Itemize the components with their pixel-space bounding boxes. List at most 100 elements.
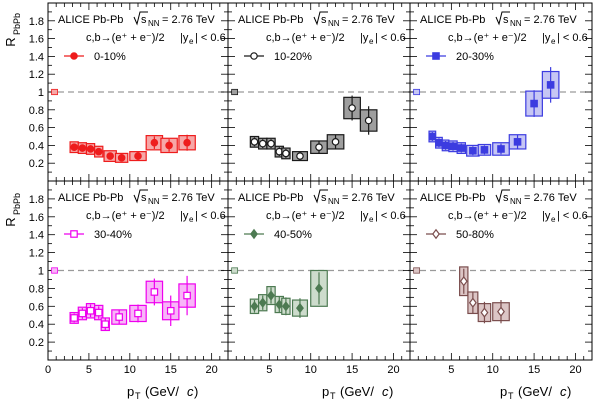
panels-group: 0.20.40.60.811.21.41.61.8 ALICE Pb-Pb s NN =… bbox=[29, 2, 593, 376]
point-marker bbox=[86, 145, 95, 153]
panel-3: ALICE Pb-Pb s NN = 2.76 TeV c,b→(e⁺ + e⁻)/2 |… bbox=[409, 2, 593, 182]
rapidity-label: |y bbox=[180, 210, 189, 222]
energy-sub: NN bbox=[148, 19, 160, 28]
y-tick-label: 1.8 bbox=[29, 16, 44, 28]
x-title-unit: (GeV/ bbox=[340, 384, 374, 399]
data-point bbox=[258, 137, 268, 150]
x-axis-title-right: p T (GeV/ c ) bbox=[500, 384, 571, 401]
data-point bbox=[114, 152, 129, 163]
data-point bbox=[541, 67, 560, 103]
panel-6: 5 10 15 20 ALICE Pb-Pb s NN = 2.76 TeV c,b→(e⁺ +… bbox=[409, 180, 593, 376]
y-tick-label: 1 bbox=[38, 266, 44, 278]
rapidity-value: | < 0.6 bbox=[557, 210, 588, 222]
point-marker bbox=[428, 132, 437, 141]
y-title-main: R bbox=[3, 37, 18, 46]
y-tick-label: 1.2 bbox=[29, 69, 44, 81]
normalization-box bbox=[51, 88, 58, 96]
point-marker bbox=[250, 138, 259, 146]
decay-label: c,b→(e⁺ + e⁻)/2 bbox=[448, 210, 527, 222]
x-tick-label: 10 bbox=[487, 364, 499, 376]
x-tick-label: 20 bbox=[387, 364, 399, 376]
point-marker bbox=[469, 146, 477, 155]
data-point bbox=[281, 147, 291, 160]
point-marker bbox=[94, 147, 103, 156]
decay-label: c,b→(e⁺ + e⁻)/2 bbox=[266, 210, 345, 222]
system-label: ALICE Pb-Pb bbox=[420, 192, 485, 204]
energy-label: s bbox=[321, 192, 327, 204]
rapidity-value: | < 0.6 bbox=[375, 210, 406, 222]
legend-marker bbox=[250, 52, 258, 60]
y-tick-label: 1.4 bbox=[29, 230, 44, 242]
data-point bbox=[145, 278, 164, 306]
data-point bbox=[129, 304, 147, 323]
data-point bbox=[249, 135, 260, 148]
data-point bbox=[359, 106, 378, 135]
data-point bbox=[281, 297, 291, 316]
rapidity-sub: e bbox=[189, 215, 194, 224]
normalization-box bbox=[231, 267, 239, 274]
data-point bbox=[77, 142, 88, 155]
sqrt-symbol bbox=[133, 189, 148, 204]
point-marker bbox=[513, 138, 522, 146]
legend-label: 10-20% bbox=[274, 51, 312, 63]
x-tick-label: 15 bbox=[165, 364, 177, 376]
x-title-sub: T bbox=[330, 391, 336, 401]
x-tick-label: 20 bbox=[569, 364, 581, 376]
rapidity-sub: e bbox=[369, 215, 374, 224]
energy-sub: NN bbox=[510, 197, 522, 206]
point-marker bbox=[78, 309, 87, 318]
x-tick-label: 20 bbox=[206, 364, 218, 376]
y-tick-label: 1 bbox=[38, 87, 44, 99]
point-marker bbox=[468, 297, 477, 308]
sqrt-symbol bbox=[133, 11, 148, 26]
sqrt-symbol bbox=[495, 11, 510, 26]
data-point bbox=[492, 300, 510, 324]
point-marker bbox=[331, 138, 340, 146]
data-point bbox=[258, 294, 268, 312]
system-label: ALICE Pb-Pb bbox=[238, 192, 303, 204]
y-tick-label: 0.6 bbox=[29, 123, 44, 135]
point-marker bbox=[101, 320, 110, 329]
data-point bbox=[77, 306, 88, 321]
point-marker bbox=[183, 138, 191, 147]
sqrt-symbol bbox=[495, 189, 510, 204]
point-marker bbox=[258, 139, 267, 148]
x-title-close: ) bbox=[194, 384, 198, 399]
data-point bbox=[178, 275, 196, 316]
point-marker bbox=[435, 138, 443, 147]
x-title-sub: T bbox=[135, 391, 141, 401]
x-title-p: p bbox=[127, 384, 134, 399]
rapidity-label: |y bbox=[542, 210, 551, 222]
y-tick-label: 1.6 bbox=[29, 34, 44, 46]
point-marker bbox=[296, 152, 304, 160]
energy-value: = 2.76 TeV bbox=[524, 192, 577, 204]
x-title-close: ) bbox=[567, 384, 571, 399]
legend-label: 50-80% bbox=[456, 229, 494, 241]
energy-sub: NN bbox=[328, 19, 340, 28]
data-point bbox=[100, 317, 110, 332]
energy-sub: NN bbox=[328, 197, 340, 206]
data-point bbox=[310, 269, 328, 307]
y-axis-title-top: R PbPb bbox=[3, 13, 22, 47]
data-point bbox=[428, 130, 437, 143]
y-tick-label: 0.8 bbox=[29, 283, 44, 295]
data-point bbox=[266, 286, 276, 306]
x-tick-label: 5 bbox=[86, 364, 92, 376]
y-tick-label: 0.6 bbox=[29, 301, 44, 313]
point-marker bbox=[86, 306, 95, 315]
energy-label: s bbox=[141, 14, 147, 26]
legend-marker bbox=[70, 230, 78, 238]
y-tick-label: 1.4 bbox=[29, 51, 44, 63]
y-tick-label: 0.2 bbox=[29, 158, 44, 170]
data-point bbox=[343, 95, 361, 121]
point-marker bbox=[150, 138, 159, 147]
x-tick-label: 10 bbox=[124, 364, 136, 376]
y-title-main: R bbox=[3, 217, 18, 226]
rapidity-value: | < 0.6 bbox=[195, 32, 226, 44]
panel-4: 0.2 0.4 0.6 0.8 1 1.2 1.4 1.6 1.8 0 5 10 15 20 ALICE P… bbox=[29, 180, 229, 376]
data-point bbox=[310, 140, 328, 155]
energy-sub: NN bbox=[148, 197, 160, 206]
x-axis-title-middle: p T (GeV/ c ) bbox=[322, 384, 393, 401]
point-marker bbox=[449, 142, 457, 151]
